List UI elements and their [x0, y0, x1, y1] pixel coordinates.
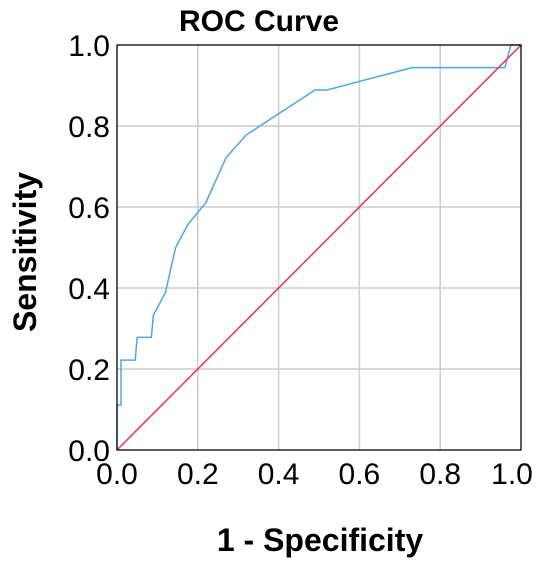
y-axis-label: Sensitivity	[7, 172, 43, 332]
y-tick-label: 0.2	[68, 354, 110, 387]
x-tick-label: 0.4	[258, 458, 300, 491]
y-tick-labels: 0.0 0.2 0.4 0.6 0.8 1.0	[68, 30, 110, 468]
y-tick-label: 0.6	[68, 192, 110, 225]
x-axis-label: 1 - Specificity	[217, 522, 424, 558]
y-tick-label: 0.0	[68, 435, 110, 468]
x-tick-label: 0.6	[339, 458, 381, 491]
chart-title: ROC Curve	[179, 5, 339, 38]
plot-frame	[116, 44, 522, 451]
x-tick-label: 0.8	[419, 458, 461, 491]
plot-series	[116, 44, 522, 451]
x-tick-label: 0.0	[96, 458, 138, 491]
roc-curve-line	[116, 44, 521, 450]
x-tick-label: 0.2	[177, 458, 219, 491]
y-tick-label: 0.8	[68, 111, 110, 144]
x-tick-labels: 0.0 0.2 0.4 0.6 0.8 1.0	[96, 458, 533, 491]
y-tick-label: 0.4	[68, 273, 110, 306]
x-tick-label: 1.0	[491, 458, 533, 491]
y-tick-label: 1.0	[68, 30, 110, 63]
reference-diagonal-line	[116, 44, 522, 451]
